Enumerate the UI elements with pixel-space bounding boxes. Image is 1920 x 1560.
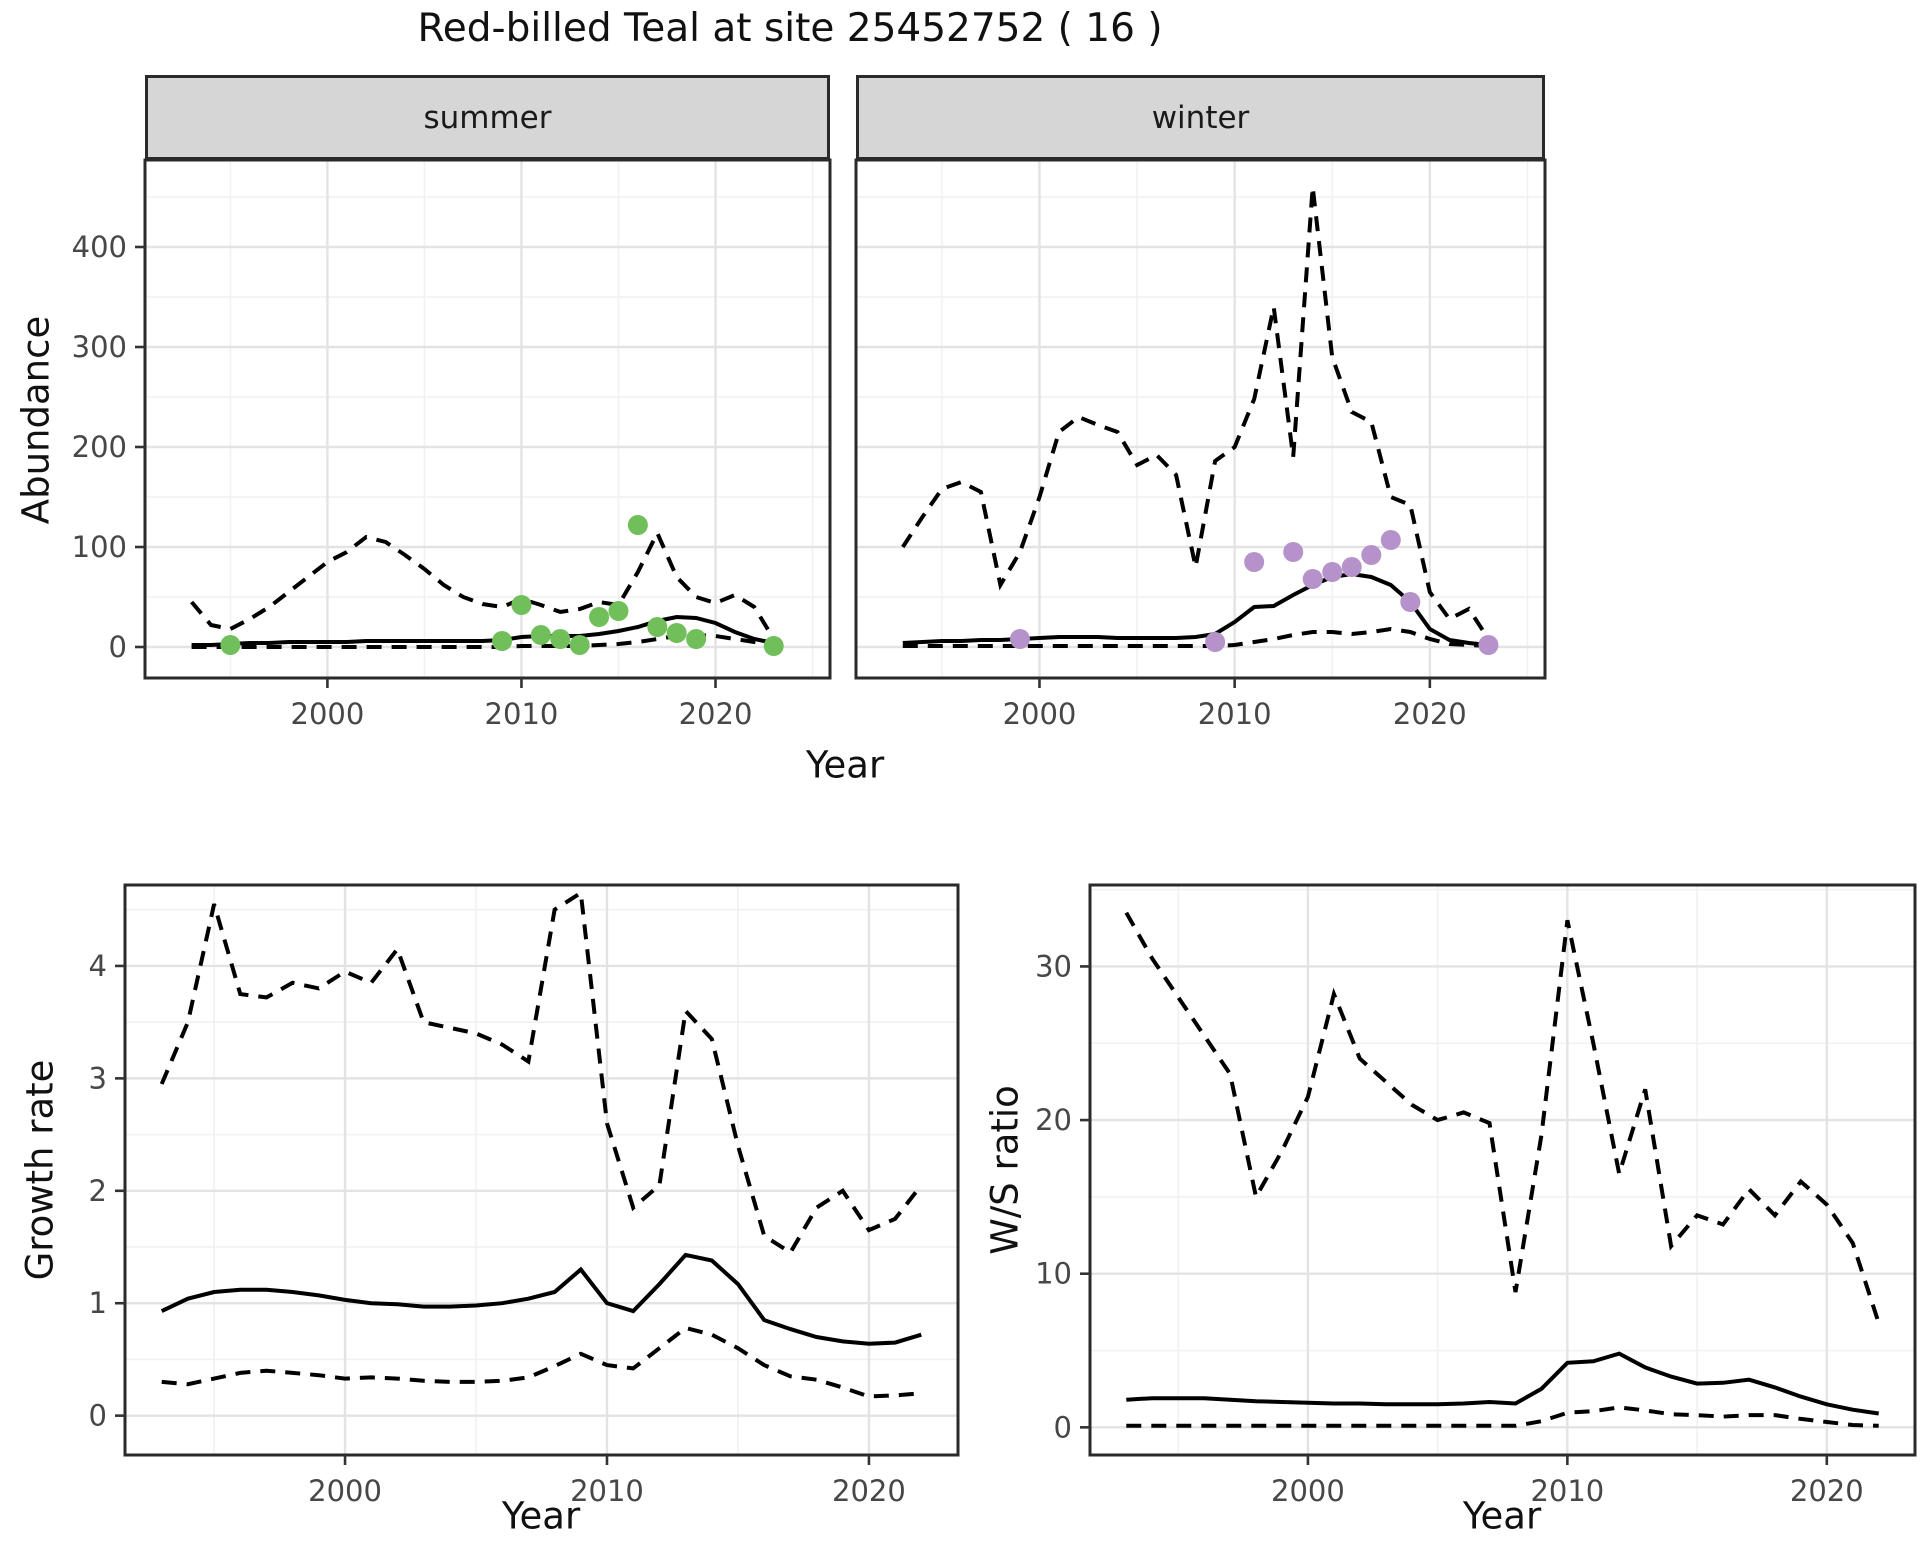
data-point: [492, 631, 513, 651]
ci-upper-line: [190, 528, 776, 641]
x-tick-label: 2000: [308, 1474, 382, 1508]
panel-border: [143, 158, 832, 680]
data-point: [1478, 635, 1499, 655]
chart-title: Red-billed Teal at site 25452752 ( 16 ): [417, 6, 1163, 51]
data-point: [1302, 569, 1323, 589]
data-point: [1205, 632, 1226, 652]
axis-ticks: 2000 2010 2020 0 100 200 300 400: [72, 230, 753, 731]
panel-border: [1088, 883, 1917, 1457]
x-tick-label: 2020: [679, 697, 753, 731]
axis-ticks: 2000 2010 2020 0 1 2 3 4: [89, 949, 906, 1508]
series-group: [901, 186, 1499, 655]
data-point: [589, 607, 610, 627]
y-tick-label: 10: [1035, 1257, 1072, 1291]
x-tick-label: 2020: [1790, 1474, 1864, 1508]
y-tick-label: 1: [89, 1286, 107, 1320]
data-point: [530, 625, 551, 645]
data-point: [666, 623, 687, 643]
data-point: [647, 617, 668, 637]
y-tick-label: 3: [89, 1061, 107, 1095]
x-tick-label: 2010: [485, 697, 559, 731]
facet-strip-winter: winter: [856, 75, 1545, 160]
ci-upper-line: [901, 186, 1491, 641]
gridlines: [145, 160, 830, 678]
panel-border: [854, 158, 1547, 680]
data-point: [1361, 545, 1382, 565]
y-tick-label: 0: [1054, 1410, 1072, 1444]
data-point: [1341, 557, 1362, 577]
mean-line: [902, 571, 1489, 647]
y-tick-label: 100: [72, 530, 127, 564]
data-point: [1283, 542, 1304, 562]
mean-line: [1126, 1351, 1879, 1416]
series-group: [1124, 911, 1881, 1428]
data-point: [1380, 530, 1401, 550]
mean-line: [160, 1252, 922, 1346]
data-point: [1400, 592, 1421, 612]
y-tick-label: 200: [72, 430, 127, 464]
x-tick-label: 2000: [1271, 1474, 1345, 1508]
data-point: [1322, 562, 1343, 582]
y-tick-label: 300: [72, 330, 127, 364]
data-point: [1009, 629, 1030, 649]
facet-label-summer: summer: [423, 99, 552, 136]
x-tick-label: 2010: [570, 1474, 644, 1508]
axis-ticks: 2000 2010 2020: [1003, 678, 1467, 731]
axis-ticks: 2000 2010 2020 0 10 20 30: [1035, 949, 1864, 1508]
data-point: [511, 595, 532, 615]
x-tick-label: 2010: [1530, 1474, 1604, 1508]
x-tick-label: 2020: [832, 1474, 906, 1508]
data-point: [220, 635, 241, 655]
series-group: [190, 515, 784, 656]
mean-line: [191, 614, 775, 647]
ci-lower-line: [1126, 1405, 1879, 1428]
x-tick-label: 2020: [1393, 697, 1467, 731]
ci-upper-line: [1124, 911, 1881, 1324]
data-point: [569, 635, 590, 655]
data-point: [1244, 552, 1265, 572]
y-tick-label: 400: [72, 230, 127, 264]
x-tick-label: 2000: [291, 697, 365, 731]
series-group: [159, 889, 923, 1399]
gridlines: [125, 885, 958, 1455]
data-point: [686, 629, 707, 649]
x-tick-label: 2010: [1198, 697, 1272, 731]
data-point: [608, 601, 629, 621]
x-tick-label: 2000: [1003, 697, 1077, 731]
y-tick-label: 20: [1035, 1103, 1072, 1137]
x-axis-title-year-growth: Year: [501, 1494, 581, 1538]
panel-border: [123, 883, 960, 1457]
ci-lower-line: [161, 1325, 922, 1399]
facet-label-winter: winter: [1151, 99, 1250, 136]
x-axis-title-year-top: Year: [805, 743, 885, 787]
y-tick-label: 0: [89, 1399, 107, 1433]
data-point: [550, 629, 571, 649]
data-point: [627, 515, 648, 535]
gridlines: [856, 160, 1545, 678]
data-point: [763, 636, 784, 656]
gridlines: [1090, 885, 1915, 1455]
ci-upper-line: [159, 889, 923, 1256]
ci-lower-line: [902, 626, 1489, 648]
y-tick-label: 4: [89, 949, 107, 983]
x-axis-title-year-ratio: Year: [1462, 1494, 1542, 1538]
y-tick-label: 30: [1035, 949, 1072, 983]
facet-strip-summer: summer: [145, 75, 830, 160]
y-tick-label: 2: [89, 1174, 107, 1208]
y-tick-label: 0: [109, 630, 127, 664]
